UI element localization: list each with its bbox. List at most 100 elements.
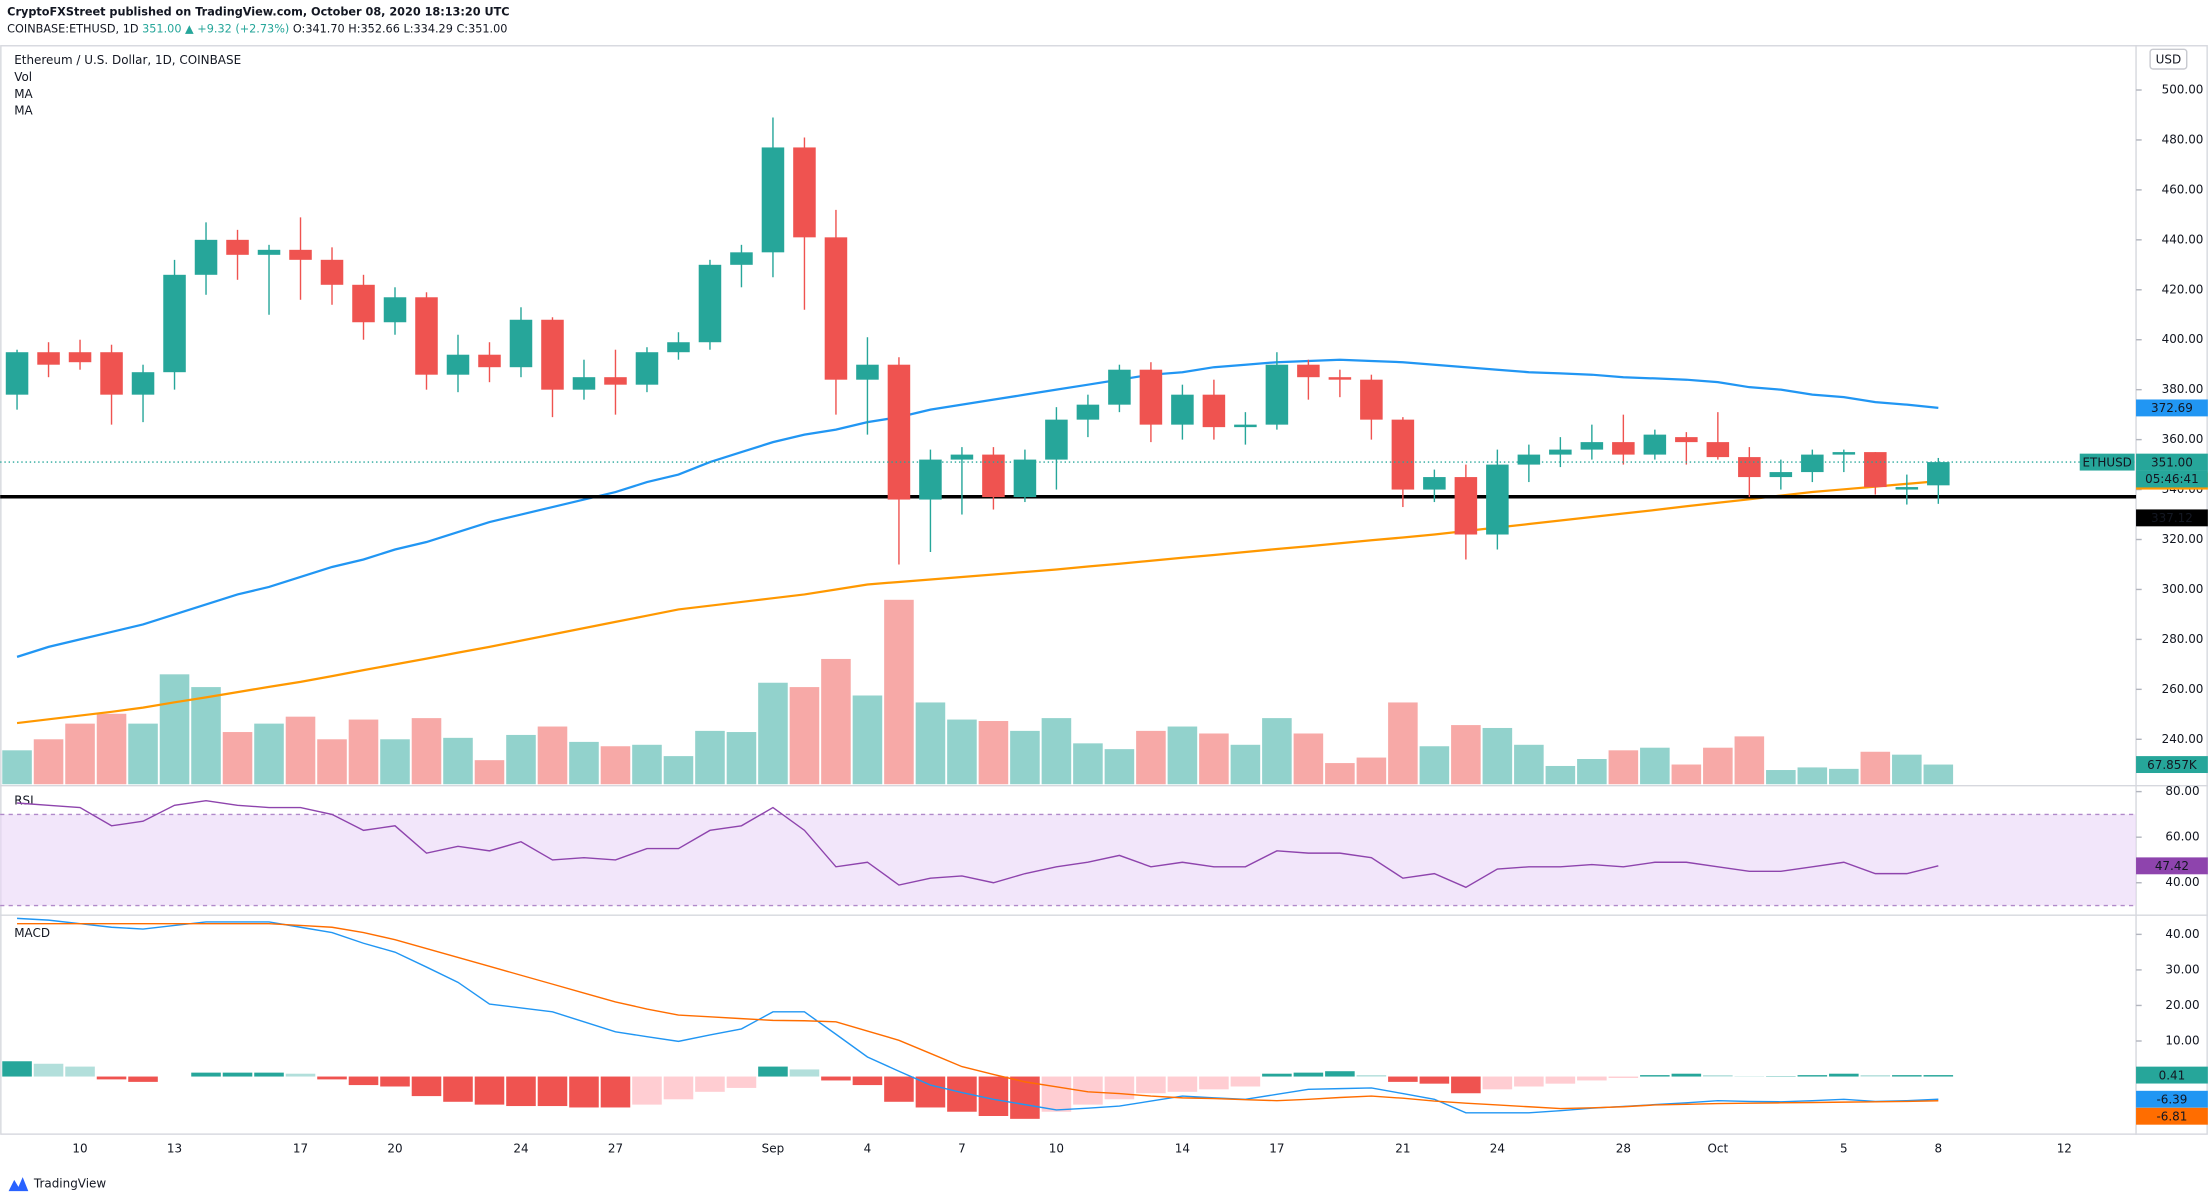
volume-bar <box>1041 718 1072 785</box>
y-tick-label: 400.00 <box>2162 332 2204 346</box>
volume-bar <box>1482 727 1513 785</box>
x-tick-label: 20 <box>387 1141 402 1155</box>
volume-bar <box>411 718 442 785</box>
volume-bar <box>852 695 883 785</box>
y-tick-label: 460.00 <box>2162 182 2204 196</box>
candle-body <box>37 352 60 365</box>
axis-tag <box>2079 453 2135 471</box>
candle-body <box>1202 394 1226 428</box>
macd-histogram-bar <box>726 1076 757 1088</box>
candle-body <box>635 352 659 385</box>
x-tick-label: 28 <box>1616 1141 1631 1155</box>
x-tick-label: 12 <box>2057 1141 2072 1155</box>
volume-bar <box>884 599 914 785</box>
ohlc: O:341.70 H:352.66 L:334.29 C:351.00 <box>293 23 508 36</box>
volume-bar <box>632 744 662 785</box>
axis-tag-label: ETHUSD <box>2082 455 2131 469</box>
x-tick-label: 8 <box>1935 1141 1943 1155</box>
x-tick-label: 10 <box>72 1141 87 1155</box>
macd-histogram-bar <box>506 1076 536 1107</box>
macd-histogram-bar <box>1199 1076 1229 1090</box>
macd-histogram-bar <box>128 1076 158 1082</box>
macd-histogram-bar <box>1577 1076 1607 1081</box>
volume-bar <box>1671 764 1702 785</box>
volume-bar <box>1230 744 1261 785</box>
volume-bar <box>1608 750 1639 785</box>
axis-unit: USD <box>2156 52 2182 66</box>
axis-tag <box>2136 509 2208 527</box>
macd-histogram-bar <box>411 1076 442 1097</box>
axis-tag <box>2136 399 2208 417</box>
macd-histogram-bar <box>380 1076 410 1087</box>
volume-bar <box>159 674 190 785</box>
macd-histogram-bar <box>1514 1076 1544 1087</box>
macd-histogram-bar <box>695 1076 725 1092</box>
unit-box[interactable] <box>2149 48 2188 70</box>
volume-bar <box>1703 747 1733 785</box>
moving-average <box>16 358 1939 658</box>
axis-tag-label: 337.12 <box>2151 511 2193 525</box>
macd-histogram-bar <box>1104 1076 1135 1100</box>
volume-bar <box>1766 770 1796 785</box>
volume-bar <box>1514 744 1544 785</box>
macd-histogram-bar <box>1923 1075 1954 1077</box>
legend-ma: MA <box>14 87 33 101</box>
y-tick-label: 60.00 <box>2165 830 2199 844</box>
macd-histogram-bar <box>348 1076 379 1086</box>
axis-tag-label: 351.00 <box>2151 455 2193 469</box>
macd-histogram-bar <box>1388 1076 1418 1082</box>
candle-body <box>982 454 1005 498</box>
macd-histogram-bar <box>65 1066 95 1077</box>
macd-histogram-bar <box>191 1072 221 1077</box>
volume-bar <box>978 721 1009 785</box>
macd-histogram-bar <box>1860 1075 1891 1077</box>
volume-bar <box>380 739 410 785</box>
candle-body <box>1643 434 1667 455</box>
x-tick-label: 13 <box>167 1141 182 1155</box>
macd-histogram-bar <box>1419 1076 1450 1084</box>
candle-body <box>887 364 911 500</box>
candle-body <box>1139 369 1163 425</box>
macd-histogram-bar <box>1703 1075 1733 1077</box>
volume-bar <box>348 719 379 785</box>
x-tick-label: 17 <box>1269 1141 1284 1155</box>
macd-histogram-bar <box>96 1076 127 1080</box>
candle-body <box>1517 454 1541 465</box>
x-tick-label: 24 <box>1490 1141 1505 1155</box>
volume-bar <box>1010 730 1040 785</box>
rsi-band <box>0 814 2137 906</box>
candle-body <box>919 459 942 500</box>
candle-body <box>1076 404 1100 420</box>
x-tick-label: 17 <box>293 1141 308 1155</box>
rsi-label: RSI <box>14 794 33 808</box>
volume-bar <box>1923 764 1954 785</box>
candle-body <box>1297 364 1320 378</box>
macd-label: MACD <box>14 926 50 940</box>
macd-histogram-bar <box>1136 1076 1166 1094</box>
candle-body <box>1895 487 1919 490</box>
volume-bar <box>1577 759 1607 785</box>
macd-histogram-bar <box>1356 1075 1387 1077</box>
candle-body <box>604 377 627 385</box>
y-tick-label: 300.00 <box>2162 582 2204 596</box>
y-tick-label: 80.00 <box>2165 784 2199 798</box>
y-tick-label: 40.00 <box>2165 927 2199 941</box>
candle-body <box>1454 477 1478 535</box>
logo-mark <box>8 1177 29 1192</box>
macd-histogram-bar <box>915 1076 946 1108</box>
y-tick-label: 320.00 <box>2162 532 2204 546</box>
candle-body <box>1612 442 1635 455</box>
macd-histogram-bar <box>978 1076 1009 1116</box>
y-tick-label: 360.00 <box>2162 432 2204 446</box>
candle-body <box>5 352 29 395</box>
volume-bar <box>285 716 316 785</box>
candle-body <box>1738 457 1761 478</box>
candle-body <box>478 354 501 368</box>
brand: TradingView <box>33 1177 106 1191</box>
macd-histogram-bar <box>474 1076 505 1105</box>
macd-histogram-bar <box>33 1063 64 1077</box>
macd-histogram-bar <box>1293 1072 1324 1077</box>
x-tick-label: 14 <box>1175 1141 1190 1155</box>
x-tick-label: 5 <box>1840 1141 1848 1155</box>
